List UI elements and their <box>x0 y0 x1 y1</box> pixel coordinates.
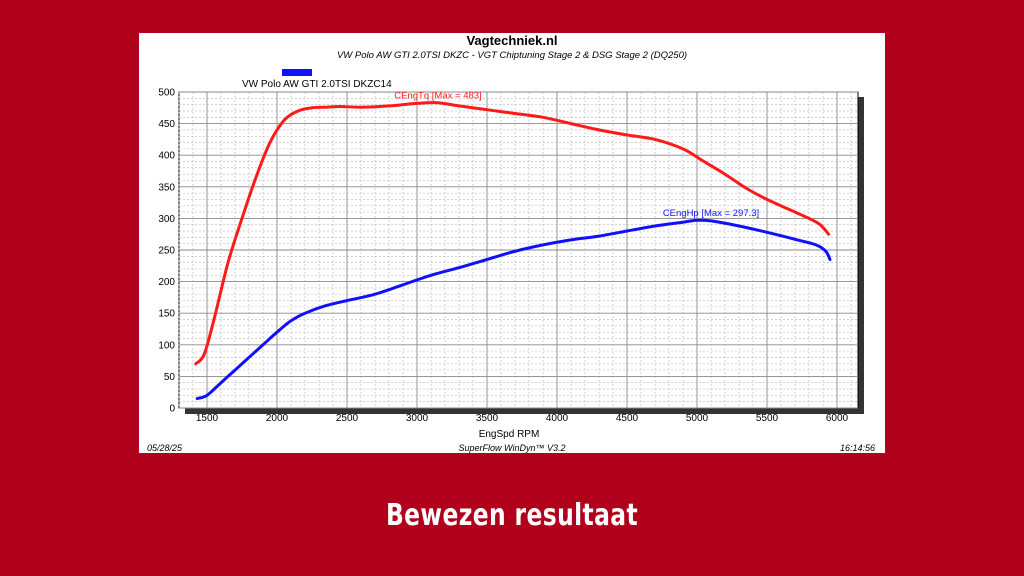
y-tick-label: 350 <box>158 182 175 193</box>
y-tick-label: 150 <box>158 309 175 320</box>
slide-title: Bewezen resultaat <box>385 498 639 533</box>
dyno-chart-panel: Vagtechniek.nl VW Polo AW GTI 2.0TSI DKZ… <box>139 33 885 453</box>
x-tick-label: 5000 <box>686 413 709 424</box>
y-tick-label: 500 <box>158 88 175 99</box>
dyno-chart: 0 50 100 150 200 250 300 350 400 450 500 1500 2000 25… <box>158 88 864 440</box>
footer-time: 16:14:56 <box>839 443 875 453</box>
series-line-cenghp <box>195 218 832 400</box>
series-annotation-cenghp: CEngHp [Max = 297.3] <box>663 208 759 219</box>
series-line-cengtq <box>194 101 831 366</box>
x-tick-label: 2500 <box>336 413 359 424</box>
x-tick-label: 1500 <box>196 413 219 424</box>
series-annotation-cengtq: CEngTq [Max = 483] <box>394 91 481 102</box>
legend-swatch <box>282 69 312 76</box>
x-tick-label: 2000 <box>266 413 289 424</box>
y-tick-label: 0 <box>169 404 175 415</box>
x-tick-label: 3000 <box>406 413 429 424</box>
footer-date: 05/28/25 <box>147 443 183 453</box>
x-tick-label: 3500 <box>476 413 499 424</box>
tick-labels: 0 50 100 150 200 250 300 350 400 450 500 1500 2000 25… <box>158 88 848 425</box>
grid-lines <box>178 91 858 409</box>
x-tick-label: 4000 <box>546 413 569 424</box>
x-tick-label: 4500 <box>616 413 639 424</box>
y-tick-label: 250 <box>158 246 175 257</box>
x-tick-label: 5500 <box>756 413 779 424</box>
y-tick-label: 300 <box>158 214 175 225</box>
series-lines <box>194 101 832 400</box>
chart-subtitle: VW Polo AW GTI 2.0TSI DKZC - VGT Chiptun… <box>336 50 688 61</box>
series-annotations: CEngTq [Max = 483] CEngHp [Max = 297.3] <box>394 91 759 219</box>
legend-label: VW Polo AW GTI 2.0TSI DKZC14 <box>242 79 392 90</box>
y-tick-label: 450 <box>158 119 175 130</box>
y-tick-label: 50 <box>164 372 176 383</box>
x-tick-label: 6000 <box>826 413 849 424</box>
chart-title: Vagtechniek.nl <box>466 33 558 48</box>
y-tick-label: 100 <box>158 340 175 351</box>
y-tick-label: 200 <box>158 277 175 288</box>
x-axis-label: EngSpd RPM <box>479 429 540 440</box>
y-tick-label: 400 <box>158 151 175 162</box>
footer-software: SuperFlow WinDyn™ V3.2 <box>458 443 566 453</box>
